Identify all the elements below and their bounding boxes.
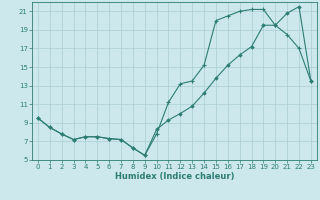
X-axis label: Humidex (Indice chaleur): Humidex (Indice chaleur) (115, 172, 234, 181)
